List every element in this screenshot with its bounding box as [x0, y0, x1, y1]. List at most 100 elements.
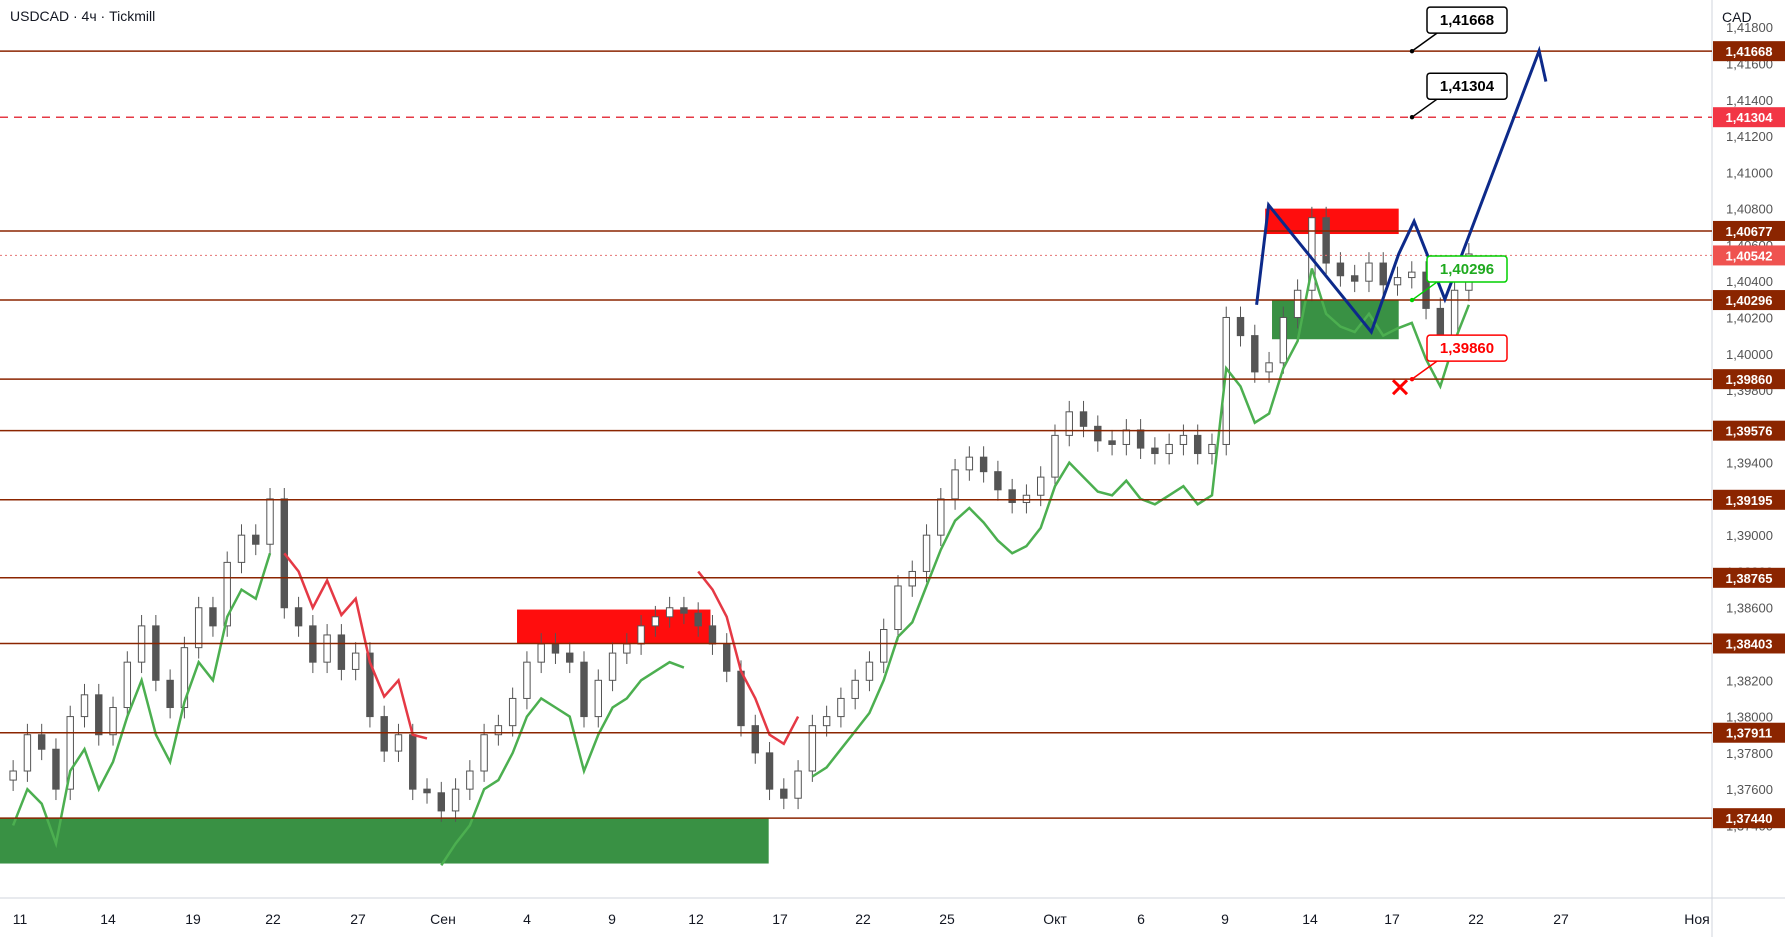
x-tick-label: 27: [1553, 911, 1569, 927]
candle-body: [922, 534, 931, 572]
y-tick-label: 1,41200: [1726, 129, 1773, 144]
candle-body: [994, 471, 1002, 491]
candle-body: [380, 716, 388, 752]
callout-box: [1426, 255, 1508, 283]
x-tick-label: 25: [939, 911, 955, 927]
downtrend-line-september: [697, 570, 800, 746]
x-tick-label: Сен: [430, 911, 456, 927]
callout-label: 1,39860: [1440, 340, 1494, 357]
level-price-tag: [1713, 41, 1785, 62]
resistance-zone-august: [517, 609, 711, 644]
candle-body: [1236, 316, 1245, 337]
candle-body: [1379, 262, 1387, 286]
x-tick-label: 22: [265, 911, 281, 927]
callout-pointer: [1411, 98, 1438, 118]
candle-body: [594, 679, 602, 718]
chart-title: USDCAD · 4ч · Tickmill: [10, 8, 156, 24]
candle-body: [951, 469, 959, 500]
candle-body: [152, 625, 160, 681]
y-tick-label: 1,40400: [1726, 274, 1773, 289]
callout-box: [1426, 72, 1508, 100]
level-price-label: 1,39195: [1726, 493, 1773, 508]
downtrend-line-august: [283, 552, 428, 740]
candle-body: [1322, 217, 1330, 264]
x-tick-label: 27: [350, 911, 366, 927]
y-tick-label: 1,39000: [1726, 528, 1773, 543]
candle-body: [480, 734, 488, 772]
level-price-tag: [1713, 420, 1785, 441]
y-tick-label: 1,41000: [1726, 165, 1773, 180]
level-price-tag: [1713, 290, 1785, 311]
candle-body: [1279, 316, 1288, 364]
x-tick-label: 6: [1137, 911, 1145, 927]
y-tick-label: 1,41800: [1726, 20, 1773, 35]
candle-body: [394, 734, 403, 752]
candle-body: [1079, 411, 1088, 427]
callout-pointer: [1411, 360, 1438, 380]
y-tick-label: 1,38000: [1726, 710, 1773, 725]
candle-body: [466, 770, 474, 790]
candles: [9, 206, 1473, 822]
candle-body: [252, 534, 260, 545]
candle-body: [680, 607, 688, 614]
candle-body: [708, 625, 717, 645]
candle-body: [937, 498, 945, 536]
callout-box: [1426, 6, 1508, 34]
candle-body: [1022, 494, 1031, 504]
candle-body: [1008, 489, 1016, 504]
level-price-tag: [1713, 633, 1785, 654]
candle-body: [366, 652, 374, 718]
candle-body: [1094, 425, 1102, 442]
candle-body: [409, 734, 417, 790]
x-tick-label: 9: [608, 911, 616, 927]
candle-body: [1393, 277, 1402, 286]
candle-body: [209, 607, 217, 627]
stop-cross-icon: [1391, 379, 1409, 396]
level-price-label: 1,40296: [1726, 293, 1773, 308]
candle-body: [979, 456, 988, 473]
callout-box: [1426, 334, 1508, 362]
candle-body: [794, 770, 802, 799]
candle-body: [1122, 429, 1131, 445]
level-price-tag: [1713, 245, 1785, 266]
x-tick-label: 22: [855, 911, 871, 927]
candle-body: [1336, 262, 1345, 277]
x-tick-label: 11: [13, 911, 28, 927]
x-tick-label: 4: [523, 911, 531, 927]
candle-body: [1251, 335, 1259, 373]
candle-body: [1208, 443, 1216, 455]
uptrend-line-october: [811, 268, 1471, 778]
callout-anchor: [1409, 297, 1415, 303]
candle-body: [294, 607, 303, 627]
candle-body: [437, 792, 446, 812]
candle-body: [109, 707, 117, 736]
level-price-label: 1,41304: [1726, 110, 1774, 125]
level-price-label: 1,38403: [1726, 636, 1773, 651]
x-tick-label: 14: [1302, 911, 1318, 927]
y-tick-label: 1,41400: [1726, 93, 1773, 108]
candle-body: [123, 661, 132, 709]
candle-body: [1265, 362, 1273, 373]
candle-body: [95, 694, 103, 736]
candle-body: [780, 788, 788, 799]
callout-anchor: [1409, 376, 1415, 382]
currency-label: CAD: [1722, 9, 1752, 25]
candle-body: [880, 629, 888, 663]
candle-body: [80, 694, 89, 718]
level-price-label: 1,39576: [1726, 424, 1773, 439]
candle-body: [551, 643, 560, 654]
callout-anchor: [1409, 114, 1415, 120]
level-price-tag: [1713, 489, 1785, 510]
callout-label: 1,40296: [1440, 261, 1494, 278]
x-tick-label: 14: [100, 911, 116, 927]
candle-body: [66, 716, 74, 790]
candle-body: [651, 616, 660, 627]
y-tick-label: 1,37600: [1726, 782, 1773, 797]
level-price-label: 1,40542: [1726, 248, 1773, 263]
level-price-label: 1,40677: [1726, 224, 1773, 239]
candle-body: [1408, 271, 1416, 279]
x-tick-label: 17: [1384, 911, 1400, 927]
x-tick-label: 19: [185, 911, 201, 927]
